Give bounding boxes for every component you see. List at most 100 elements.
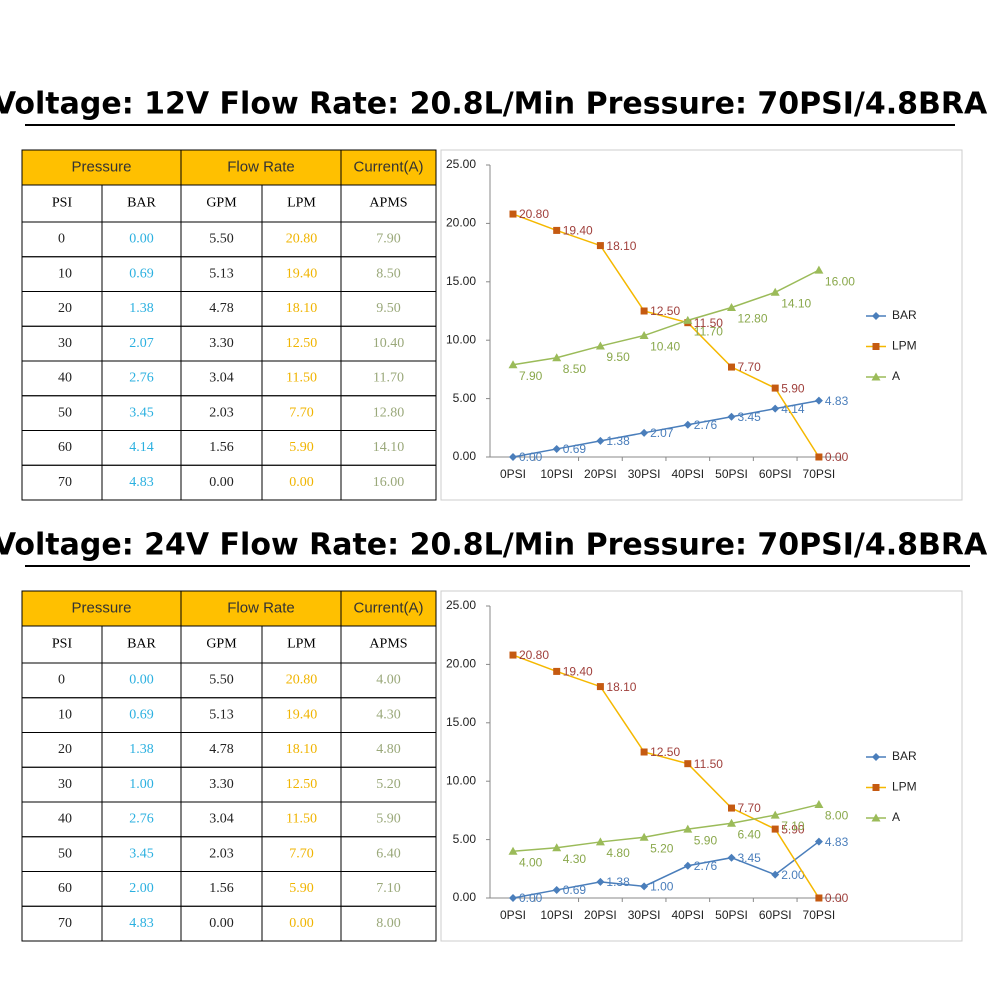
legend-marker (871, 813, 881, 822)
data-label: 0.69 (563, 442, 587, 456)
data-point (595, 341, 605, 350)
table-cell-text: 50 (58, 405, 72, 420)
data-point (509, 210, 517, 218)
table-cell-text: 30 (58, 777, 72, 792)
table-cell-text: 3.30 (209, 336, 234, 351)
data-point (640, 748, 648, 756)
table-cell-text: 5.90 (289, 440, 314, 455)
legend-marker (872, 312, 880, 320)
table-cell-text: 6.40 (376, 846, 401, 861)
table-cell-text: 12.50 (286, 336, 318, 351)
table-cell (340, 464, 437, 501)
table-cell-text: 5.50 (209, 232, 234, 247)
data-label: 5.20 (650, 841, 674, 855)
x-tick-label: 40PSI (671, 908, 704, 922)
table-cell-text: 10 (58, 266, 72, 281)
data-label: 18.10 (606, 239, 636, 253)
table-cell-text: 18.10 (286, 742, 318, 757)
table-cell-text: 0.00 (289, 916, 314, 931)
table-cell-text: 2.00 (129, 881, 154, 896)
y-tick-label: 0.00 (453, 449, 477, 463)
data-label: 7.70 (738, 360, 762, 374)
data-label: 5.90 (694, 833, 718, 847)
data-label: 11.70 (694, 325, 723, 339)
column-header: GPM (206, 637, 237, 652)
data-point (815, 894, 823, 902)
data-point (728, 804, 735, 812)
series-line (512, 269, 820, 366)
x-tick-label: 40PSI (671, 467, 704, 481)
y-tick-label: 20.00 (446, 657, 476, 671)
table-cell-text: 5.90 (289, 881, 314, 896)
table-cell-text: 0 (58, 232, 65, 247)
table-cell-text: 4.30 (376, 707, 401, 722)
data-label: 7.10 (781, 819, 805, 833)
data-point (770, 810, 780, 819)
table-cell-text: 4.83 (129, 916, 154, 931)
data-point (552, 353, 562, 362)
table-cell-text: 4.80 (376, 742, 401, 757)
y-tick-label: 5.00 (453, 832, 477, 846)
table-cell-text: 1.56 (209, 881, 234, 896)
data-label: 5.90 (781, 822, 805, 836)
legend-label: A (892, 369, 900, 383)
table-cell-text: 7.90 (376, 232, 401, 247)
column-header: PSI (52, 196, 73, 211)
column-header: GPM (206, 196, 237, 211)
table-cell-text: 4.78 (209, 301, 234, 316)
y-tick-label: 10.00 (446, 773, 476, 787)
data-label: 4.83 (825, 394, 849, 408)
x-tick-label: 10PSI (540, 467, 573, 481)
table-cell-text: 20 (58, 742, 72, 757)
data-point (684, 760, 692, 768)
x-tick-label: 0PSI (500, 467, 526, 481)
series-line (512, 213, 820, 458)
table-cell-text: 11.70 (373, 371, 404, 386)
table-cell-text: 0.00 (209, 916, 234, 931)
legend-marker (872, 753, 880, 761)
legend-label: LPM (892, 339, 917, 353)
table-cell-text: 30 (58, 336, 72, 351)
data-point (727, 302, 736, 311)
data-label: 10.40 (650, 340, 680, 354)
data-label: 3.45 (738, 410, 762, 424)
data-label: 1.38 (606, 875, 630, 889)
data-label: 7.90 (519, 369, 543, 383)
table-cell-text: 70 (58, 475, 72, 490)
table-cell-text: 12.50 (286, 777, 318, 792)
column-header: BAR (127, 196, 156, 211)
data-point (509, 651, 517, 659)
table-cell-text: 0 (58, 673, 65, 688)
legend-label: A (892, 810, 900, 824)
data-label: 18.10 (606, 680, 636, 694)
column-header: APMS (369, 196, 407, 211)
table-cell-text: 40 (58, 812, 72, 827)
table-cell-text: 3.30 (209, 777, 234, 792)
series-line (512, 399, 820, 458)
data-point (639, 832, 649, 841)
data-point (553, 226, 561, 234)
table-cell-text: 11.50 (286, 371, 317, 386)
legend-label: BAR (892, 308, 917, 322)
table-cell-text: 7.10 (376, 881, 401, 896)
table-cell-text: 0.00 (289, 475, 314, 490)
data-point (727, 818, 736, 827)
data-label: 12.50 (650, 304, 680, 318)
table-cell-text: 4.78 (209, 742, 234, 757)
table-cell-text: 0.69 (129, 707, 154, 722)
column-header: BAR (127, 637, 156, 652)
data-point (508, 360, 518, 369)
data-label: 0.69 (563, 883, 587, 897)
x-tick-label: 20PSI (584, 908, 617, 922)
data-point (553, 667, 561, 675)
table-cell-text: 20.80 (286, 232, 318, 247)
table-cell-text: 3.04 (209, 371, 234, 386)
table-cell-text: 3.04 (209, 812, 234, 827)
table-cell-text: 20 (58, 301, 72, 316)
table-cell-text: 7.70 (289, 846, 314, 861)
table-cell-text: 0.00 (129, 232, 154, 247)
table-cell-text: 16.00 (373, 475, 405, 490)
series-line (512, 803, 820, 853)
table-cell-text: 5.13 (209, 266, 234, 281)
